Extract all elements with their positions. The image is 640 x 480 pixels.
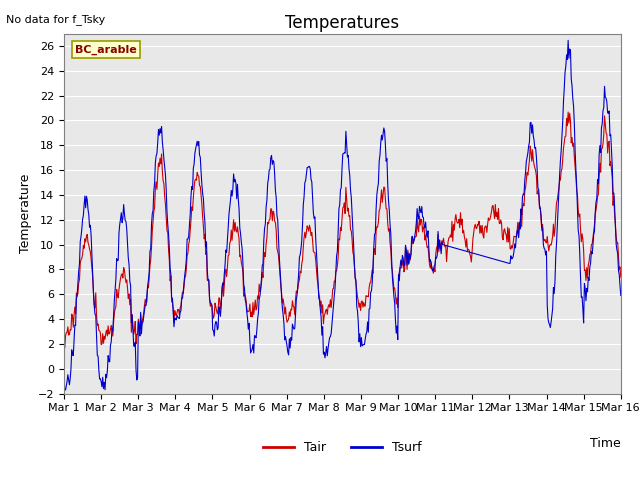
Tair [564,109,572,115]
Tsurf [214,325,222,331]
Tsurf [564,37,572,43]
Y-axis label: Temperature: Temperature [19,174,32,253]
Title: Temperatures: Temperatures [285,14,399,32]
Tair [428,259,435,265]
Tair [60,334,68,339]
Text: BC_arable: BC_arable [75,44,137,55]
Tsurf [61,387,69,393]
Tsurf [60,377,68,383]
Tsurf [617,293,625,299]
Tair [61,345,68,351]
Tair [128,312,136,317]
Tsurf [185,233,193,239]
Tair [411,235,419,240]
Tsurf [128,312,136,318]
Line: Tair: Tair [64,112,621,348]
Tsurf [71,322,79,328]
Tair [185,241,193,247]
Tsurf [428,260,435,266]
Line: Tsurf: Tsurf [64,40,621,390]
Tair [71,304,79,310]
Tsurf [411,233,419,239]
Legend: Tair, Tsurf: Tair, Tsurf [258,436,427,459]
Text: Time: Time [590,437,621,450]
Tair [214,307,222,312]
Tair [617,275,625,280]
Text: No data for f_Tsky: No data for f_Tsky [6,14,106,25]
